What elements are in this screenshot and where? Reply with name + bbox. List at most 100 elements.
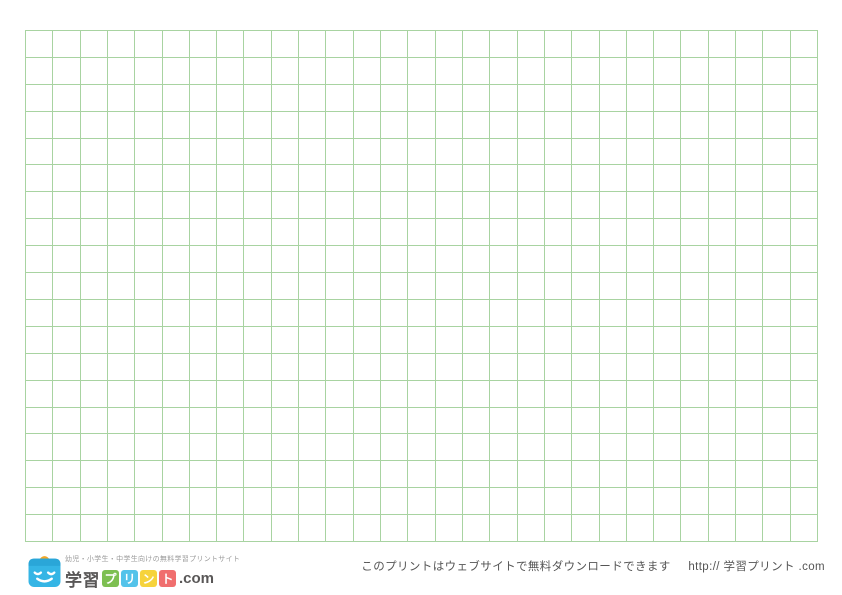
grid-cell xyxy=(517,57,545,85)
grid-cell xyxy=(271,461,300,489)
grid-cell xyxy=(736,434,764,462)
grid-cell xyxy=(326,246,354,274)
grid-cell xyxy=(408,380,436,408)
grid-cell xyxy=(599,515,627,542)
grid-cell xyxy=(326,353,354,381)
grid-cell xyxy=(299,273,327,300)
grid-cell xyxy=(572,57,600,85)
grid-cell xyxy=(53,165,81,193)
grid-cell xyxy=(599,219,627,247)
grid-cell xyxy=(326,165,354,193)
grid-cell xyxy=(107,84,136,112)
grid-cell xyxy=(244,434,272,462)
grid-cell xyxy=(490,488,518,516)
grid-cell xyxy=(162,57,190,85)
grid-cell xyxy=(435,219,463,247)
grid-cell xyxy=(135,488,163,516)
grid-cell xyxy=(326,219,354,247)
grid-cell xyxy=(763,353,791,381)
grid-cell xyxy=(408,57,436,85)
grid-cell xyxy=(381,380,409,408)
grid-cell xyxy=(708,111,737,139)
grid-cell xyxy=(162,246,190,274)
grid-cell xyxy=(654,461,682,489)
grid-cell xyxy=(681,31,709,58)
grid-cell xyxy=(271,57,300,85)
grid-cell xyxy=(80,138,108,166)
grid-cell xyxy=(462,246,491,274)
grid-cell xyxy=(490,192,518,220)
grid-cell xyxy=(217,57,245,85)
grid-cell xyxy=(681,57,709,85)
grid-cell xyxy=(490,138,518,166)
grid-cell xyxy=(626,299,655,327)
grid-cell xyxy=(708,31,737,58)
grid-cell xyxy=(217,488,245,516)
grid-cell xyxy=(353,31,382,58)
grid-cell xyxy=(189,299,218,327)
grid-cell xyxy=(544,219,573,247)
grid-cell xyxy=(626,380,655,408)
grid-cell xyxy=(353,299,382,327)
grid-cell xyxy=(572,84,600,112)
grid-cell xyxy=(271,380,300,408)
grid-cell xyxy=(80,380,108,408)
grid-cell xyxy=(217,407,245,435)
grid-cell xyxy=(654,246,682,274)
grid-cell xyxy=(162,31,190,58)
grid-cell xyxy=(381,273,409,300)
grid-cell xyxy=(299,219,327,247)
grid-cell xyxy=(244,111,272,139)
grid-cell xyxy=(654,138,682,166)
grid-cell xyxy=(763,326,791,354)
grid-cell xyxy=(26,273,54,300)
grid-cell xyxy=(244,57,272,85)
grid-cell xyxy=(26,165,54,193)
grid-cell xyxy=(626,165,655,193)
grid-cell xyxy=(189,57,218,85)
grid-cell xyxy=(80,434,108,462)
grid-cell xyxy=(736,488,764,516)
grid-cell xyxy=(80,515,108,542)
grid-cell xyxy=(381,246,409,274)
grid-cell xyxy=(654,273,682,300)
grid-cell xyxy=(189,192,218,220)
grid-cell xyxy=(681,488,709,516)
grid-cell xyxy=(599,165,627,193)
grid-cell xyxy=(244,165,272,193)
grid-cell xyxy=(544,407,573,435)
grid-cell xyxy=(790,299,818,327)
grid-cell xyxy=(517,192,545,220)
grid-cell xyxy=(381,515,409,542)
grid-cell xyxy=(517,461,545,489)
grid-cell xyxy=(790,31,818,58)
grid-cell xyxy=(490,380,518,408)
grid-cell xyxy=(708,353,737,381)
grid-cell xyxy=(736,84,764,112)
grid-cell xyxy=(790,434,818,462)
grid-cell xyxy=(681,407,709,435)
grid-cell xyxy=(217,461,245,489)
grid-cell xyxy=(681,111,709,139)
grid-cell xyxy=(53,407,81,435)
grid-cell xyxy=(763,31,791,58)
grid-cell xyxy=(244,138,272,166)
grid-cell xyxy=(299,353,327,381)
grid-cell xyxy=(271,326,300,354)
grid-paper xyxy=(25,30,818,542)
grid-cell xyxy=(26,192,54,220)
grid-cell xyxy=(26,299,54,327)
grid-cell xyxy=(517,84,545,112)
grid-cell xyxy=(217,273,245,300)
grid-cell xyxy=(107,434,136,462)
grid-cell xyxy=(271,273,300,300)
grid-cell xyxy=(435,353,463,381)
grid-cell xyxy=(353,380,382,408)
grid-cell xyxy=(544,31,573,58)
grid-cell xyxy=(107,515,136,542)
grid-cell xyxy=(135,407,163,435)
grid-cell xyxy=(654,407,682,435)
grid-cell xyxy=(53,246,81,274)
grid-cell xyxy=(681,299,709,327)
grid-cell xyxy=(763,407,791,435)
